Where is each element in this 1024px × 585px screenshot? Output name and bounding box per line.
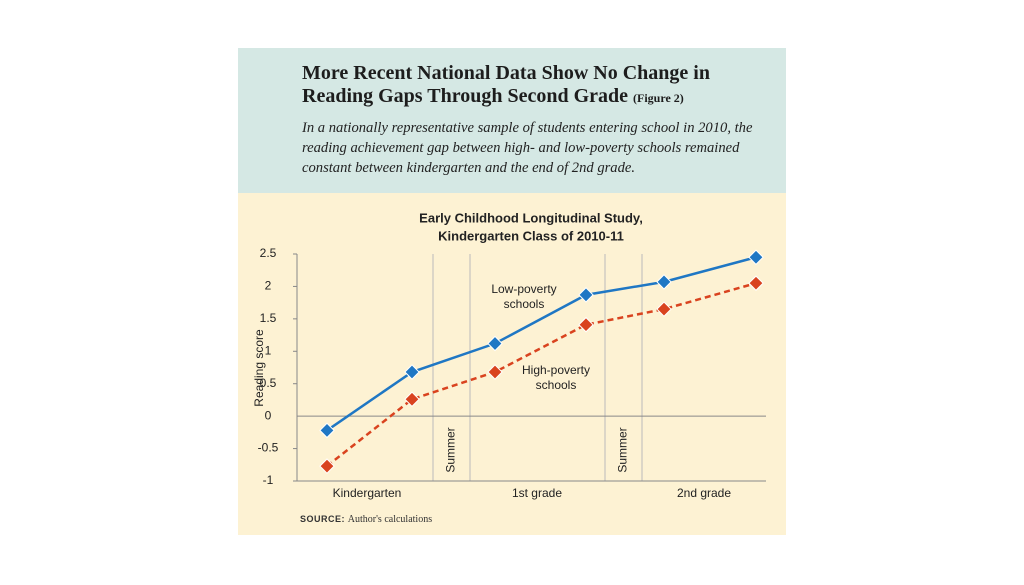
point bbox=[404, 364, 420, 380]
chart-title: Kindergarten Class of 2010-11 bbox=[438, 228, 624, 243]
point bbox=[578, 287, 594, 303]
series-label: High-poverty schools bbox=[521, 363, 591, 392]
y-tick-label: 2.5 bbox=[260, 246, 277, 260]
y-axis-label: Reading score bbox=[252, 329, 266, 407]
source-label: SOURCE: bbox=[300, 514, 346, 524]
chart-title: Early Childhood Longitudinal Study, bbox=[419, 210, 643, 225]
point bbox=[319, 458, 335, 474]
figure-panel: More Recent National Data Show No Change… bbox=[238, 48, 786, 535]
figure-number: (Figure 2) bbox=[633, 91, 684, 105]
description: In a nationally representative sample of… bbox=[302, 120, 753, 176]
series-line bbox=[326, 256, 757, 432]
gap-label: Summer bbox=[616, 427, 630, 472]
y-tick-label: -0.5 bbox=[258, 441, 279, 455]
point bbox=[578, 316, 594, 333]
point bbox=[656, 274, 672, 290]
point bbox=[319, 422, 335, 439]
point bbox=[656, 301, 672, 317]
source: SOURCE: Author's calculations bbox=[300, 514, 432, 525]
y-tick-label: 1 bbox=[265, 343, 272, 357]
chart: Early Childhood Longitudinal Study, Kinde… bbox=[252, 210, 766, 500]
gap-label: Summer bbox=[444, 427, 458, 472]
series-line bbox=[326, 281, 757, 468]
point bbox=[487, 335, 503, 352]
header: More Recent National Data Show No Change… bbox=[238, 48, 786, 193]
period-label: 2nd grade bbox=[677, 486, 731, 500]
y-tick-label: -1 bbox=[263, 473, 274, 487]
y-tick-label: 0.5 bbox=[260, 376, 277, 390]
period-label: 1st grade bbox=[512, 486, 562, 500]
y-tick-label: 2 bbox=[265, 279, 272, 293]
source-text: Author's calculations bbox=[347, 514, 433, 525]
period-label: Kindergarten bbox=[333, 486, 402, 500]
y-tick-label: 1.5 bbox=[260, 311, 277, 325]
point bbox=[748, 275, 764, 291]
title-text: More Recent National Data Show No Change… bbox=[302, 62, 710, 107]
point bbox=[404, 391, 420, 408]
series-label: Low-poverty schools bbox=[491, 282, 557, 311]
title: More Recent National Data Show No Change… bbox=[302, 62, 762, 110]
point bbox=[748, 249, 764, 266]
y-tick-label: 0 bbox=[265, 408, 272, 422]
point bbox=[487, 364, 503, 380]
